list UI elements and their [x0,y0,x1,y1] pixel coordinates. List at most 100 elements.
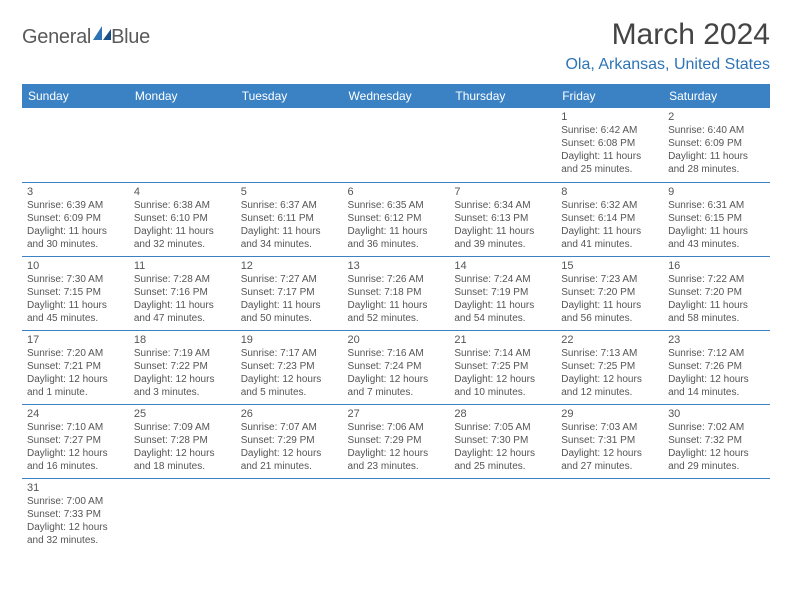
calendar-cell [22,108,129,182]
calendar-table: SundayMondayTuesdayWednesdayThursdayFrid… [22,84,770,552]
calendar-cell: 3Sunrise: 6:39 AMSunset: 6:09 PMDaylight… [22,182,129,256]
day-info: Sunrise: 6:39 AMSunset: 6:09 PMDaylight:… [27,199,124,251]
calendar-cell [556,478,663,552]
day-number: 7 [454,186,551,198]
calendar-cell: 17Sunrise: 7:20 AMSunset: 7:21 PMDayligh… [22,330,129,404]
day-info: Sunrise: 6:34 AMSunset: 6:13 PMDaylight:… [454,199,551,251]
calendar-cell: 19Sunrise: 7:17 AMSunset: 7:23 PMDayligh… [236,330,343,404]
day-number: 19 [241,334,338,346]
day-info: Sunrise: 7:17 AMSunset: 7:23 PMDaylight:… [241,347,338,399]
day-info: Sunrise: 7:30 AMSunset: 7:15 PMDaylight:… [27,273,124,325]
day-number: 10 [27,260,124,272]
calendar-cell: 8Sunrise: 6:32 AMSunset: 6:14 PMDaylight… [556,182,663,256]
day-number: 8 [561,186,658,198]
day-number: 17 [27,334,124,346]
calendar-cell: 7Sunrise: 6:34 AMSunset: 6:13 PMDaylight… [449,182,556,256]
calendar-cell: 2Sunrise: 6:40 AMSunset: 6:09 PMDaylight… [663,108,770,182]
calendar-cell: 18Sunrise: 7:19 AMSunset: 7:22 PMDayligh… [129,330,236,404]
calendar-cell: 1Sunrise: 6:42 AMSunset: 6:08 PMDaylight… [556,108,663,182]
weekday-header: Friday [556,84,663,108]
day-number: 31 [27,482,124,494]
day-number: 14 [454,260,551,272]
day-info: Sunrise: 7:20 AMSunset: 7:21 PMDaylight:… [27,347,124,399]
day-number: 1 [561,111,658,123]
calendar-cell: 23Sunrise: 7:12 AMSunset: 7:26 PMDayligh… [663,330,770,404]
day-number: 27 [348,408,445,420]
day-info: Sunrise: 7:14 AMSunset: 7:25 PMDaylight:… [454,347,551,399]
day-info: Sunrise: 7:24 AMSunset: 7:19 PMDaylight:… [454,273,551,325]
day-number: 4 [134,186,231,198]
calendar-cell: 31Sunrise: 7:00 AMSunset: 7:33 PMDayligh… [22,478,129,552]
calendar-cell: 6Sunrise: 6:35 AMSunset: 6:12 PMDaylight… [343,182,450,256]
location-subtitle: Ola, Arkansas, United States [565,56,770,74]
day-number: 2 [668,111,765,123]
calendar-cell: 12Sunrise: 7:27 AMSunset: 7:17 PMDayligh… [236,256,343,330]
calendar-cell: 16Sunrise: 7:22 AMSunset: 7:20 PMDayligh… [663,256,770,330]
day-number: 6 [348,186,445,198]
calendar-cell: 26Sunrise: 7:07 AMSunset: 7:29 PMDayligh… [236,404,343,478]
day-info: Sunrise: 6:38 AMSunset: 6:10 PMDaylight:… [134,199,231,251]
day-number: 3 [27,186,124,198]
weekday-header: Sunday [22,84,129,108]
calendar-cell [449,108,556,182]
day-info: Sunrise: 6:32 AMSunset: 6:14 PMDaylight:… [561,199,658,251]
day-number: 23 [668,334,765,346]
day-number: 16 [668,260,765,272]
day-number: 29 [561,408,658,420]
calendar-cell [343,478,450,552]
day-info: Sunrise: 7:06 AMSunset: 7:29 PMDaylight:… [348,421,445,473]
day-number: 30 [668,408,765,420]
day-number: 28 [454,408,551,420]
day-number: 5 [241,186,338,198]
day-info: Sunrise: 7:16 AMSunset: 7:24 PMDaylight:… [348,347,445,399]
calendar-cell [129,108,236,182]
day-number: 13 [348,260,445,272]
day-info: Sunrise: 7:19 AMSunset: 7:22 PMDaylight:… [134,347,231,399]
day-info: Sunrise: 7:27 AMSunset: 7:17 PMDaylight:… [241,273,338,325]
weekday-header: Monday [129,84,236,108]
weekday-header: Tuesday [236,84,343,108]
calendar-cell: 5Sunrise: 6:37 AMSunset: 6:11 PMDaylight… [236,182,343,256]
weekday-header: Wednesday [343,84,450,108]
calendar-cell: 11Sunrise: 7:28 AMSunset: 7:16 PMDayligh… [129,256,236,330]
calendar-cell [129,478,236,552]
day-info: Sunrise: 7:12 AMSunset: 7:26 PMDaylight:… [668,347,765,399]
calendar-cell: 20Sunrise: 7:16 AMSunset: 7:24 PMDayligh… [343,330,450,404]
day-info: Sunrise: 7:00 AMSunset: 7:33 PMDaylight:… [27,495,124,547]
calendar-cell: 27Sunrise: 7:06 AMSunset: 7:29 PMDayligh… [343,404,450,478]
calendar-cell: 30Sunrise: 7:02 AMSunset: 7:32 PMDayligh… [663,404,770,478]
day-info: Sunrise: 6:31 AMSunset: 6:15 PMDaylight:… [668,199,765,251]
calendar-cell: 13Sunrise: 7:26 AMSunset: 7:18 PMDayligh… [343,256,450,330]
calendar-cell [343,108,450,182]
day-info: Sunrise: 6:40 AMSunset: 6:09 PMDaylight:… [668,124,765,176]
calendar-cell [236,108,343,182]
brand-word2: Blue [111,26,150,49]
day-info: Sunrise: 6:37 AMSunset: 6:11 PMDaylight:… [241,199,338,251]
day-info: Sunrise: 7:09 AMSunset: 7:28 PMDaylight:… [134,421,231,473]
weekday-header: Thursday [449,84,556,108]
weekday-header: Saturday [663,84,770,108]
header: General Blue March 2024 Ola, Arkansas, U… [22,18,770,74]
day-number: 20 [348,334,445,346]
day-info: Sunrise: 7:23 AMSunset: 7:20 PMDaylight:… [561,273,658,325]
calendar-cell: 15Sunrise: 7:23 AMSunset: 7:20 PMDayligh… [556,256,663,330]
day-number: 18 [134,334,231,346]
day-number: 9 [668,186,765,198]
page-title: March 2024 [565,18,770,52]
calendar-cell [236,478,343,552]
day-info: Sunrise: 7:03 AMSunset: 7:31 PMDaylight:… [561,421,658,473]
calendar-cell [449,478,556,552]
calendar-cell: 29Sunrise: 7:03 AMSunset: 7:31 PMDayligh… [556,404,663,478]
day-number: 22 [561,334,658,346]
day-number: 15 [561,260,658,272]
calendar-cell: 28Sunrise: 7:05 AMSunset: 7:30 PMDayligh… [449,404,556,478]
day-number: 26 [241,408,338,420]
calendar-cell: 25Sunrise: 7:09 AMSunset: 7:28 PMDayligh… [129,404,236,478]
day-info: Sunrise: 7:28 AMSunset: 7:16 PMDaylight:… [134,273,231,325]
brand-logo: General Blue [22,26,150,49]
day-info: Sunrise: 7:02 AMSunset: 7:32 PMDaylight:… [668,421,765,473]
day-info: Sunrise: 6:35 AMSunset: 6:12 PMDaylight:… [348,199,445,251]
calendar-cell [663,478,770,552]
day-number: 21 [454,334,551,346]
day-info: Sunrise: 7:13 AMSunset: 7:25 PMDaylight:… [561,347,658,399]
